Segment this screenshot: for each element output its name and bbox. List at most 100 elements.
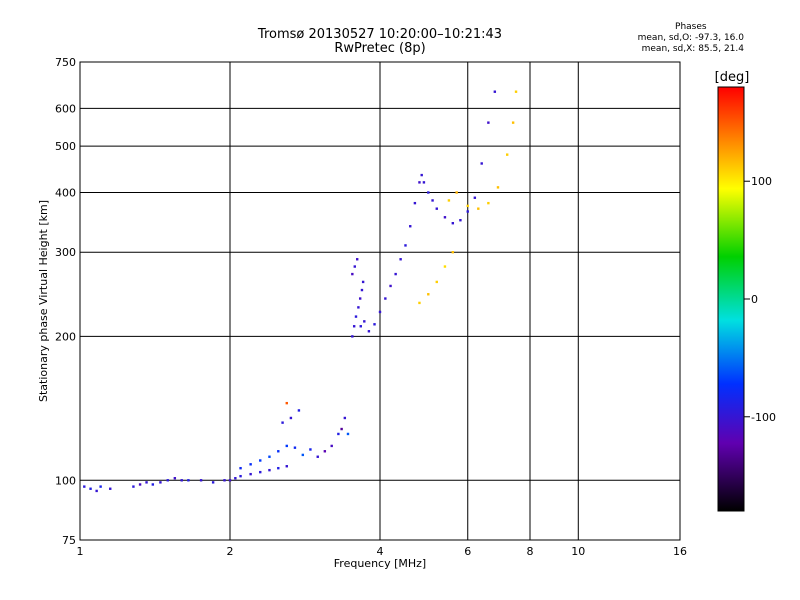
data-point: [173, 477, 177, 480]
data-point: [268, 468, 271, 472]
y-tick-label: 300: [55, 246, 76, 259]
y-tick-label: 100: [55, 474, 76, 487]
data-point: [378, 310, 382, 314]
data-point: [363, 320, 366, 323]
data-point: [180, 479, 183, 482]
x-tick-label: 4: [377, 545, 384, 558]
plot-frame: [79, 61, 681, 541]
data-point: [431, 199, 434, 202]
data-point: [451, 222, 455, 225]
data-point: [268, 455, 271, 458]
data-point: [418, 301, 421, 305]
x-axis-label: Frequency [MHz]: [334, 557, 426, 570]
data-point: [373, 323, 376, 326]
data-point: [480, 162, 483, 165]
data-point: [343, 416, 347, 420]
data-point: [487, 201, 490, 205]
data-point: [435, 207, 438, 210]
data-points: [83, 90, 518, 493]
chart-subtitle: RwPretec (8p): [334, 41, 426, 56]
data-point: [413, 201, 417, 205]
phase-stats-x: mean, sd,X: 85.5, 21.4: [641, 44, 744, 54]
data-point: [151, 483, 155, 486]
data-point: [109, 487, 112, 490]
data-point: [249, 463, 252, 466]
data-point: [285, 465, 288, 468]
data-point: [360, 288, 364, 292]
data-point: [420, 173, 423, 177]
data-point: [166, 479, 169, 482]
data-point: [323, 450, 327, 453]
y-tick-label: 400: [55, 186, 76, 199]
y-tick-label: 75: [62, 534, 76, 547]
data-point: [353, 265, 356, 268]
data-point: [352, 325, 356, 328]
data-point: [447, 199, 451, 202]
data-point: [89, 487, 92, 490]
data-point: [259, 459, 262, 462]
x-tick-label: 1: [77, 545, 84, 558]
y-tick-label: 500: [55, 140, 76, 153]
data-point: [281, 421, 284, 424]
data-point: [330, 444, 333, 448]
data-point: [83, 485, 86, 488]
colorbar-tick-label: 0: [751, 293, 758, 306]
data-point: [187, 479, 190, 482]
data-point: [496, 186, 500, 189]
colorbar-tick-label: 100: [751, 175, 772, 188]
colorbar-label: [deg]: [715, 70, 750, 85]
data-point: [337, 432, 340, 436]
data-point: [277, 466, 280, 470]
data-point: [357, 306, 360, 309]
data-point: [394, 272, 397, 276]
data-point: [487, 121, 490, 124]
data-point: [443, 265, 447, 268]
data-point: [259, 470, 262, 474]
data-point: [511, 121, 515, 124]
data-point: [477, 207, 480, 210]
y-axis-label: Stationary phase Virtual Height [km]: [37, 200, 50, 402]
colorbar-tick-label: -100: [751, 411, 776, 424]
data-point: [422, 181, 426, 184]
data-point: [285, 401, 288, 405]
phase-stats-o: mean, sd,O: -97.3, 16.0: [637, 33, 744, 43]
y-tick-label: 750: [55, 56, 76, 69]
data-point: [199, 479, 203, 482]
data-point: [399, 258, 402, 261]
data-point: [228, 479, 232, 482]
data-point: [459, 219, 462, 222]
data-point: [297, 409, 301, 412]
phase-stats-header: Phases: [675, 22, 707, 32]
data-point: [346, 432, 350, 436]
x-tick-labels: 1 2 4 6 8 10 16: [77, 545, 688, 558]
data-point: [358, 297, 362, 300]
data-point: [99, 485, 102, 488]
x-tick-label: 2: [227, 545, 234, 558]
y-tick-label: 200: [55, 330, 76, 343]
data-point: [355, 258, 359, 261]
grid-lines: [80, 62, 680, 540]
data-point: [239, 466, 242, 470]
data-point: [211, 481, 215, 484]
data-point: [514, 90, 518, 93]
data-point: [473, 196, 477, 199]
data-point: [277, 450, 280, 453]
data-point: [351, 335, 354, 338]
data-point: [359, 325, 362, 328]
data-point: [361, 280, 365, 284]
x-tick-label: 8: [527, 545, 534, 558]
data-point: [443, 216, 447, 219]
data-point: [239, 474, 242, 478]
data-point: [409, 225, 412, 228]
x-tick-label: 6: [464, 545, 471, 558]
y-tick-label: 600: [55, 102, 76, 115]
data-point: [301, 453, 305, 457]
data-point: [367, 330, 371, 333]
x-tick-label: 10: [571, 545, 585, 558]
data-point: [427, 293, 430, 296]
data-point: [466, 210, 469, 213]
data-point: [493, 90, 497, 93]
data-point: [354, 315, 358, 318]
data-point: [95, 489, 98, 493]
